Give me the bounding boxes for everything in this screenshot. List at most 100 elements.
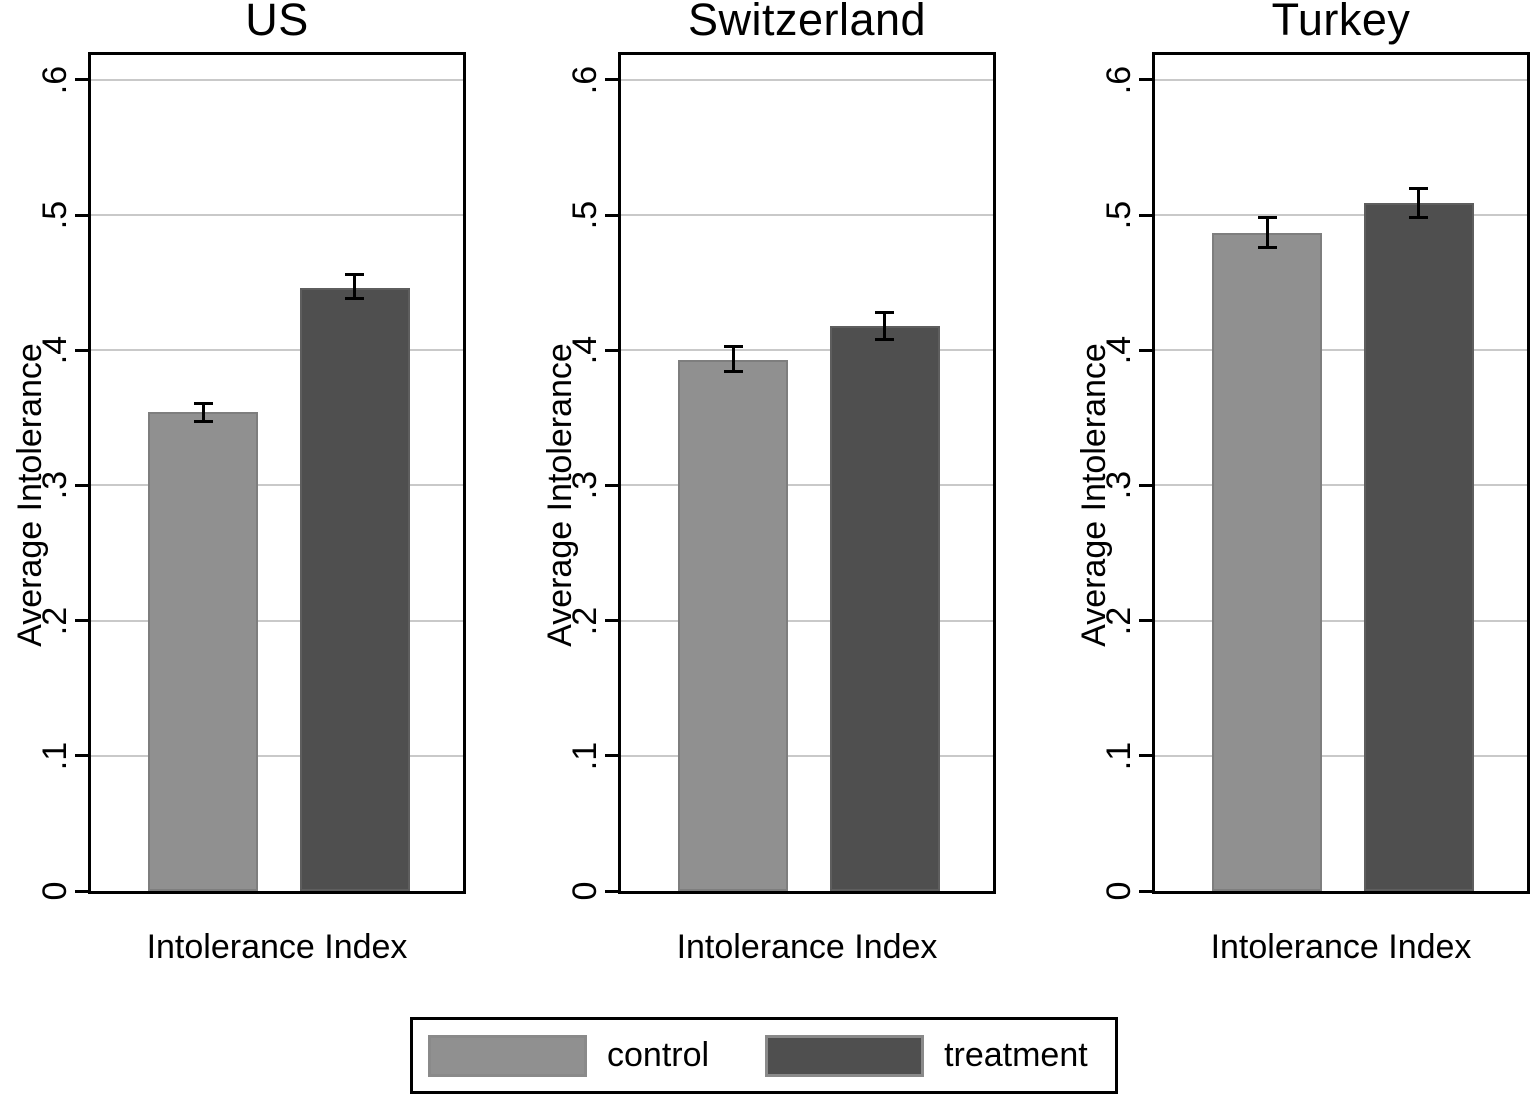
legend: control treatment xyxy=(410,1017,1118,1094)
gridline xyxy=(91,349,463,352)
y-tick-mark xyxy=(1139,78,1152,82)
y-tick-mark xyxy=(75,213,88,217)
y-tick-label: .3 xyxy=(566,471,604,500)
y-tick-mark xyxy=(75,619,88,623)
panel-turkey: Turkey Average Intolerance Intolerance I… xyxy=(1075,0,1530,1000)
y-tick-mark xyxy=(1139,483,1152,487)
legend-label-treatment: treatment xyxy=(944,1036,1088,1074)
y-tick-mark xyxy=(605,619,618,623)
y-tick-mark xyxy=(75,889,88,893)
legend-label-control: control xyxy=(607,1036,710,1074)
y-tick-mark xyxy=(605,213,618,217)
gridline xyxy=(1155,754,1527,757)
error-bar xyxy=(353,273,356,301)
gridline xyxy=(621,214,993,216)
y-tick-label: .2 xyxy=(566,606,604,635)
error-bar xyxy=(1417,186,1420,220)
legend-swatch-treatment xyxy=(765,1034,925,1077)
plot-area xyxy=(88,52,466,894)
error-bar xyxy=(731,344,735,374)
y-tick-label: .5 xyxy=(1100,200,1138,230)
y-tick-mark xyxy=(1139,619,1152,623)
legend-swatch-control xyxy=(428,1034,587,1077)
y-tick-label: .5 xyxy=(36,200,74,230)
y-tick-mark xyxy=(605,754,618,758)
y-tick-mark xyxy=(75,78,88,82)
y-tick-label: .5 xyxy=(566,200,604,230)
y-tick-label: 0 xyxy=(36,881,74,901)
error-bar-cap xyxy=(723,344,743,348)
y-tick-mark xyxy=(605,348,618,352)
error-bar xyxy=(201,401,205,424)
gridline xyxy=(91,754,463,757)
y-tick-mark xyxy=(75,483,88,487)
error-bar-cap xyxy=(193,401,213,405)
error-bar xyxy=(1265,216,1269,249)
gridline xyxy=(91,619,463,622)
y-tick-mark xyxy=(75,348,88,352)
error-bar-cap xyxy=(345,297,364,301)
panel-title: Turkey xyxy=(1271,0,1411,45)
gridline xyxy=(1155,214,1527,216)
error-bar-cap xyxy=(1409,216,1428,220)
y-tick-label: .1 xyxy=(566,741,604,770)
y-tick-label: .6 xyxy=(36,65,74,94)
bar-treatment xyxy=(299,288,410,891)
bar-control xyxy=(1212,233,1322,891)
y-tick-label: .3 xyxy=(36,471,74,500)
error-bar-cap xyxy=(345,273,364,277)
bar-treatment xyxy=(1363,203,1474,891)
error-bar-cap xyxy=(875,337,894,341)
plot-area xyxy=(1152,52,1530,894)
y-tick-label: 0 xyxy=(566,881,604,901)
gridline xyxy=(621,78,993,81)
y-tick-mark xyxy=(75,754,88,758)
y-tick-mark xyxy=(605,889,618,893)
gridline xyxy=(91,484,463,487)
panel-us: US Average Intolerance Intolerance Index… xyxy=(11,0,466,1000)
error-bar-cap xyxy=(1257,245,1277,249)
gridline xyxy=(621,619,993,622)
gridline xyxy=(91,78,463,81)
plot-area xyxy=(618,52,996,894)
y-tick-mark xyxy=(1139,754,1152,758)
y-tick-label: .2 xyxy=(36,606,74,635)
y-tick-label: .4 xyxy=(1100,336,1138,365)
bar-treatment xyxy=(829,326,940,891)
bar-control xyxy=(678,360,788,891)
bar-control xyxy=(148,412,258,891)
y-tick-label: .4 xyxy=(36,336,74,365)
y-tick-label: .1 xyxy=(1100,741,1138,770)
y-tick-label: .4 xyxy=(566,336,604,365)
x-axis-label: Intolerance Index xyxy=(1210,928,1472,966)
error-bar-cap xyxy=(1409,186,1428,190)
gridline xyxy=(621,754,993,757)
gridline xyxy=(1155,484,1527,487)
error-bar-cap xyxy=(193,420,213,424)
x-axis-label: Intolerance Index xyxy=(676,928,938,966)
x-axis-label: Intolerance Index xyxy=(146,928,408,966)
y-tick-label: .6 xyxy=(1100,65,1138,94)
y-tick-label: 0 xyxy=(1100,881,1138,901)
y-tick-label: .3 xyxy=(1100,471,1138,500)
error-bar-cap xyxy=(875,311,894,314)
y-tick-mark xyxy=(605,78,618,82)
gridline xyxy=(621,484,993,487)
panel-switzerland: Switzerland Average Intolerance Intolera… xyxy=(541,0,996,1000)
y-tick-label: .1 xyxy=(36,741,74,770)
y-tick-mark xyxy=(1139,213,1152,217)
gridline xyxy=(1155,349,1527,352)
gridline xyxy=(91,214,463,216)
y-tick-mark xyxy=(605,483,618,487)
y-tick-mark xyxy=(1139,348,1152,352)
gridline xyxy=(621,349,993,352)
y-tick-label: .2 xyxy=(1100,606,1138,635)
gridline xyxy=(1155,78,1527,81)
panel-title: US xyxy=(245,0,309,45)
error-bar xyxy=(883,311,886,341)
gridline xyxy=(1155,619,1527,622)
panel-title: Switzerland xyxy=(687,0,927,45)
error-bar-cap xyxy=(1257,216,1277,220)
y-tick-label: .6 xyxy=(566,65,604,94)
